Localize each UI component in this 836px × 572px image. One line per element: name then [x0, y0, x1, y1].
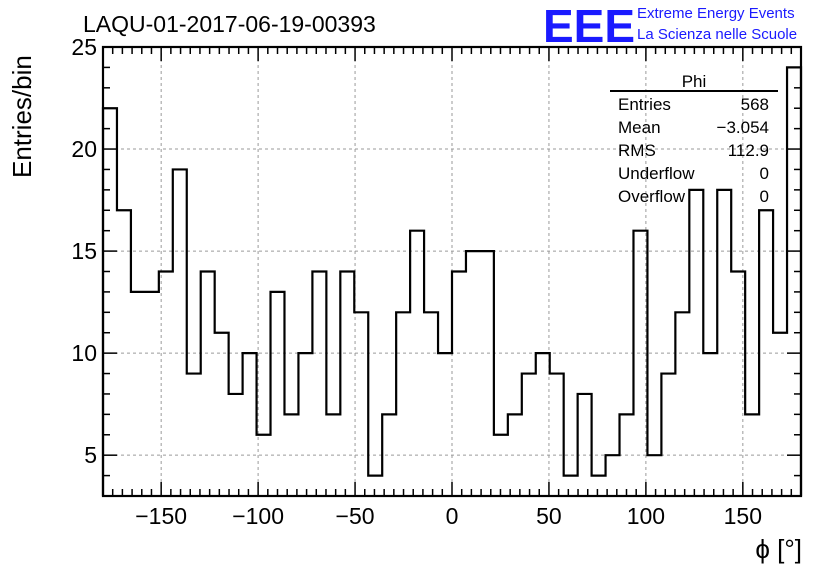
x-axis-label: ϕ [°] — [755, 534, 802, 564]
histogram-bin — [661, 374, 675, 496]
x-tick-label: 100 — [627, 503, 665, 529]
histogram-bin — [759, 210, 773, 496]
histogram-bin — [410, 231, 424, 496]
histogram-bin — [103, 108, 117, 496]
histogram-bin — [550, 374, 564, 496]
histogram-bin — [522, 374, 536, 496]
histogram-bin — [229, 394, 243, 496]
stats-row-value: 112.9 — [728, 141, 769, 160]
histogram-bin — [633, 231, 647, 496]
histogram-bin — [201, 272, 215, 497]
histogram-bin — [745, 414, 759, 496]
histogram-bin — [564, 476, 578, 496]
histogram-title: LAQU-01-2017-06-19-00393 — [83, 11, 376, 37]
x-tick-label: −150 — [135, 503, 187, 529]
histogram-step-line — [101, 66, 803, 496]
stats-row-value: 0 — [760, 187, 769, 206]
x-tick-label: 50 — [536, 503, 562, 529]
y-tick-label: 15 — [71, 238, 97, 264]
y-tick-label: 25 — [71, 34, 97, 60]
histogram-bin — [787, 67, 801, 496]
x-tick-label: −100 — [232, 503, 284, 529]
histogram-bin — [424, 312, 438, 496]
histogram-bin — [717, 190, 731, 496]
histogram-bin — [578, 394, 592, 496]
x-tick-label: 150 — [724, 503, 762, 529]
histogram-bin — [620, 414, 634, 496]
histogram-bin — [187, 374, 201, 496]
histogram-bin — [326, 414, 340, 496]
stats-row-label: Underflow — [618, 164, 695, 183]
histogram-bin — [145, 292, 159, 496]
x-tick-label: 0 — [446, 503, 459, 529]
eee-logo-line1: Extreme Energy Events — [637, 5, 795, 22]
histogram-bin — [494, 435, 508, 496]
histogram-bin — [312, 272, 326, 497]
histogram-bin — [647, 455, 661, 496]
y-tick-label: 10 — [71, 340, 97, 366]
stats-row-value: 0 — [760, 164, 769, 183]
histogram-bin — [271, 292, 285, 496]
histogram-bin — [675, 312, 689, 496]
histogram-bin — [466, 251, 480, 496]
histogram-bin — [689, 190, 703, 496]
y-tick-label: 5 — [84, 442, 97, 468]
axis-tick-labels: −150 −100 −50 0 50 100 150 5 10 15 20 25 — [71, 34, 762, 529]
histogram-bin — [382, 414, 396, 496]
histogram-bin — [284, 414, 298, 496]
histogram-bin — [773, 333, 787, 496]
stats-box-rows: Entries 568 Mean −3.054 RMS 112.9 Underflow 0 Ov… — [618, 95, 769, 206]
histogram-bin — [438, 353, 452, 496]
histogram-bin — [159, 272, 173, 497]
histogram-bin — [536, 353, 550, 496]
histogram-bin — [592, 476, 606, 496]
histogram-bin — [452, 272, 466, 497]
stats-row-value: 568 — [741, 95, 769, 114]
histogram-bin — [131, 292, 145, 496]
eee-logo-line2: La Scienza nelle Scuole — [637, 26, 797, 43]
histogram-bin — [368, 476, 382, 496]
histogram-bin — [396, 312, 410, 496]
histogram-bin — [215, 333, 229, 496]
x-tick-label: −50 — [336, 503, 375, 529]
histogram-bin — [298, 353, 312, 496]
stats-row-label: Entries — [618, 95, 671, 114]
histogram-bin — [731, 272, 745, 497]
histogram-bin — [173, 169, 187, 496]
stats-row-label: Overflow — [618, 187, 686, 206]
histogram-bin — [508, 414, 522, 496]
y-axis-label: Entries/bin — [7, 55, 37, 178]
stats-row-value: −3.054 — [717, 118, 769, 137]
histogram-bin — [703, 353, 717, 496]
stats-row-label: RMS — [618, 141, 656, 160]
stats-row-label: Mean — [618, 118, 661, 137]
histogram-bin — [117, 210, 131, 496]
axis-ticks — [103, 46, 801, 497]
histogram-bin — [340, 272, 354, 497]
stats-box-title: Phi — [682, 72, 707, 91]
stats-box: Phi Entries 568 Mean −3.054 RMS 112.9 Underflo… — [610, 72, 778, 206]
histogram-bin — [354, 312, 368, 496]
eee-logo: EEE Extreme Energy Events La Scienza nel… — [543, 0, 797, 52]
histogram-bin — [243, 353, 257, 496]
y-tick-label: 20 — [71, 136, 97, 162]
eee-logo-mark: EEE — [543, 0, 635, 52]
histogram-bin — [480, 251, 494, 496]
